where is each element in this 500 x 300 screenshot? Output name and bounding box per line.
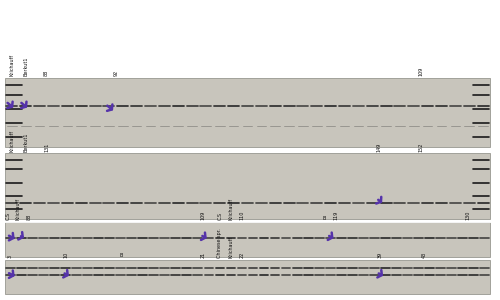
Text: 39: 39 bbox=[378, 252, 382, 258]
FancyBboxPatch shape bbox=[5, 260, 490, 294]
Text: 10: 10 bbox=[63, 252, 68, 258]
Text: 109: 109 bbox=[201, 211, 206, 220]
Text: 43: 43 bbox=[422, 252, 426, 258]
FancyBboxPatch shape bbox=[5, 222, 490, 256]
Text: Berkut1: Berkut1 bbox=[24, 132, 28, 152]
Text: 92: 92 bbox=[114, 70, 118, 76]
Text: 149: 149 bbox=[376, 142, 382, 152]
FancyBboxPatch shape bbox=[5, 153, 490, 219]
Text: 110: 110 bbox=[240, 211, 244, 220]
Text: 21: 21 bbox=[201, 252, 206, 258]
Text: 88: 88 bbox=[44, 70, 49, 76]
Text: 22: 22 bbox=[240, 252, 244, 258]
Text: B: B bbox=[323, 215, 326, 220]
Text: Krichauff: Krichauff bbox=[10, 129, 14, 152]
Text: 3: 3 bbox=[8, 255, 13, 258]
Text: 130: 130 bbox=[466, 211, 470, 220]
Text: Berkut1: Berkut1 bbox=[24, 57, 28, 76]
Text: Krichauff: Krichauff bbox=[228, 236, 234, 258]
Text: 131: 131 bbox=[44, 142, 49, 152]
Text: 119: 119 bbox=[333, 211, 338, 220]
Text: C.S: C.S bbox=[218, 212, 222, 220]
Text: B: B bbox=[119, 253, 122, 258]
Text: 109: 109 bbox=[418, 67, 423, 76]
Text: Chinese spr.: Chinese spr. bbox=[218, 228, 222, 258]
Text: Krichauff: Krichauff bbox=[228, 198, 234, 220]
FancyBboxPatch shape bbox=[5, 78, 490, 147]
Text: Krichauff: Krichauff bbox=[10, 54, 14, 76]
Text: Krichauff: Krichauff bbox=[16, 198, 20, 220]
Text: C.S: C.S bbox=[6, 212, 11, 220]
Text: 88: 88 bbox=[27, 214, 32, 220]
Text: 152: 152 bbox=[418, 142, 423, 152]
